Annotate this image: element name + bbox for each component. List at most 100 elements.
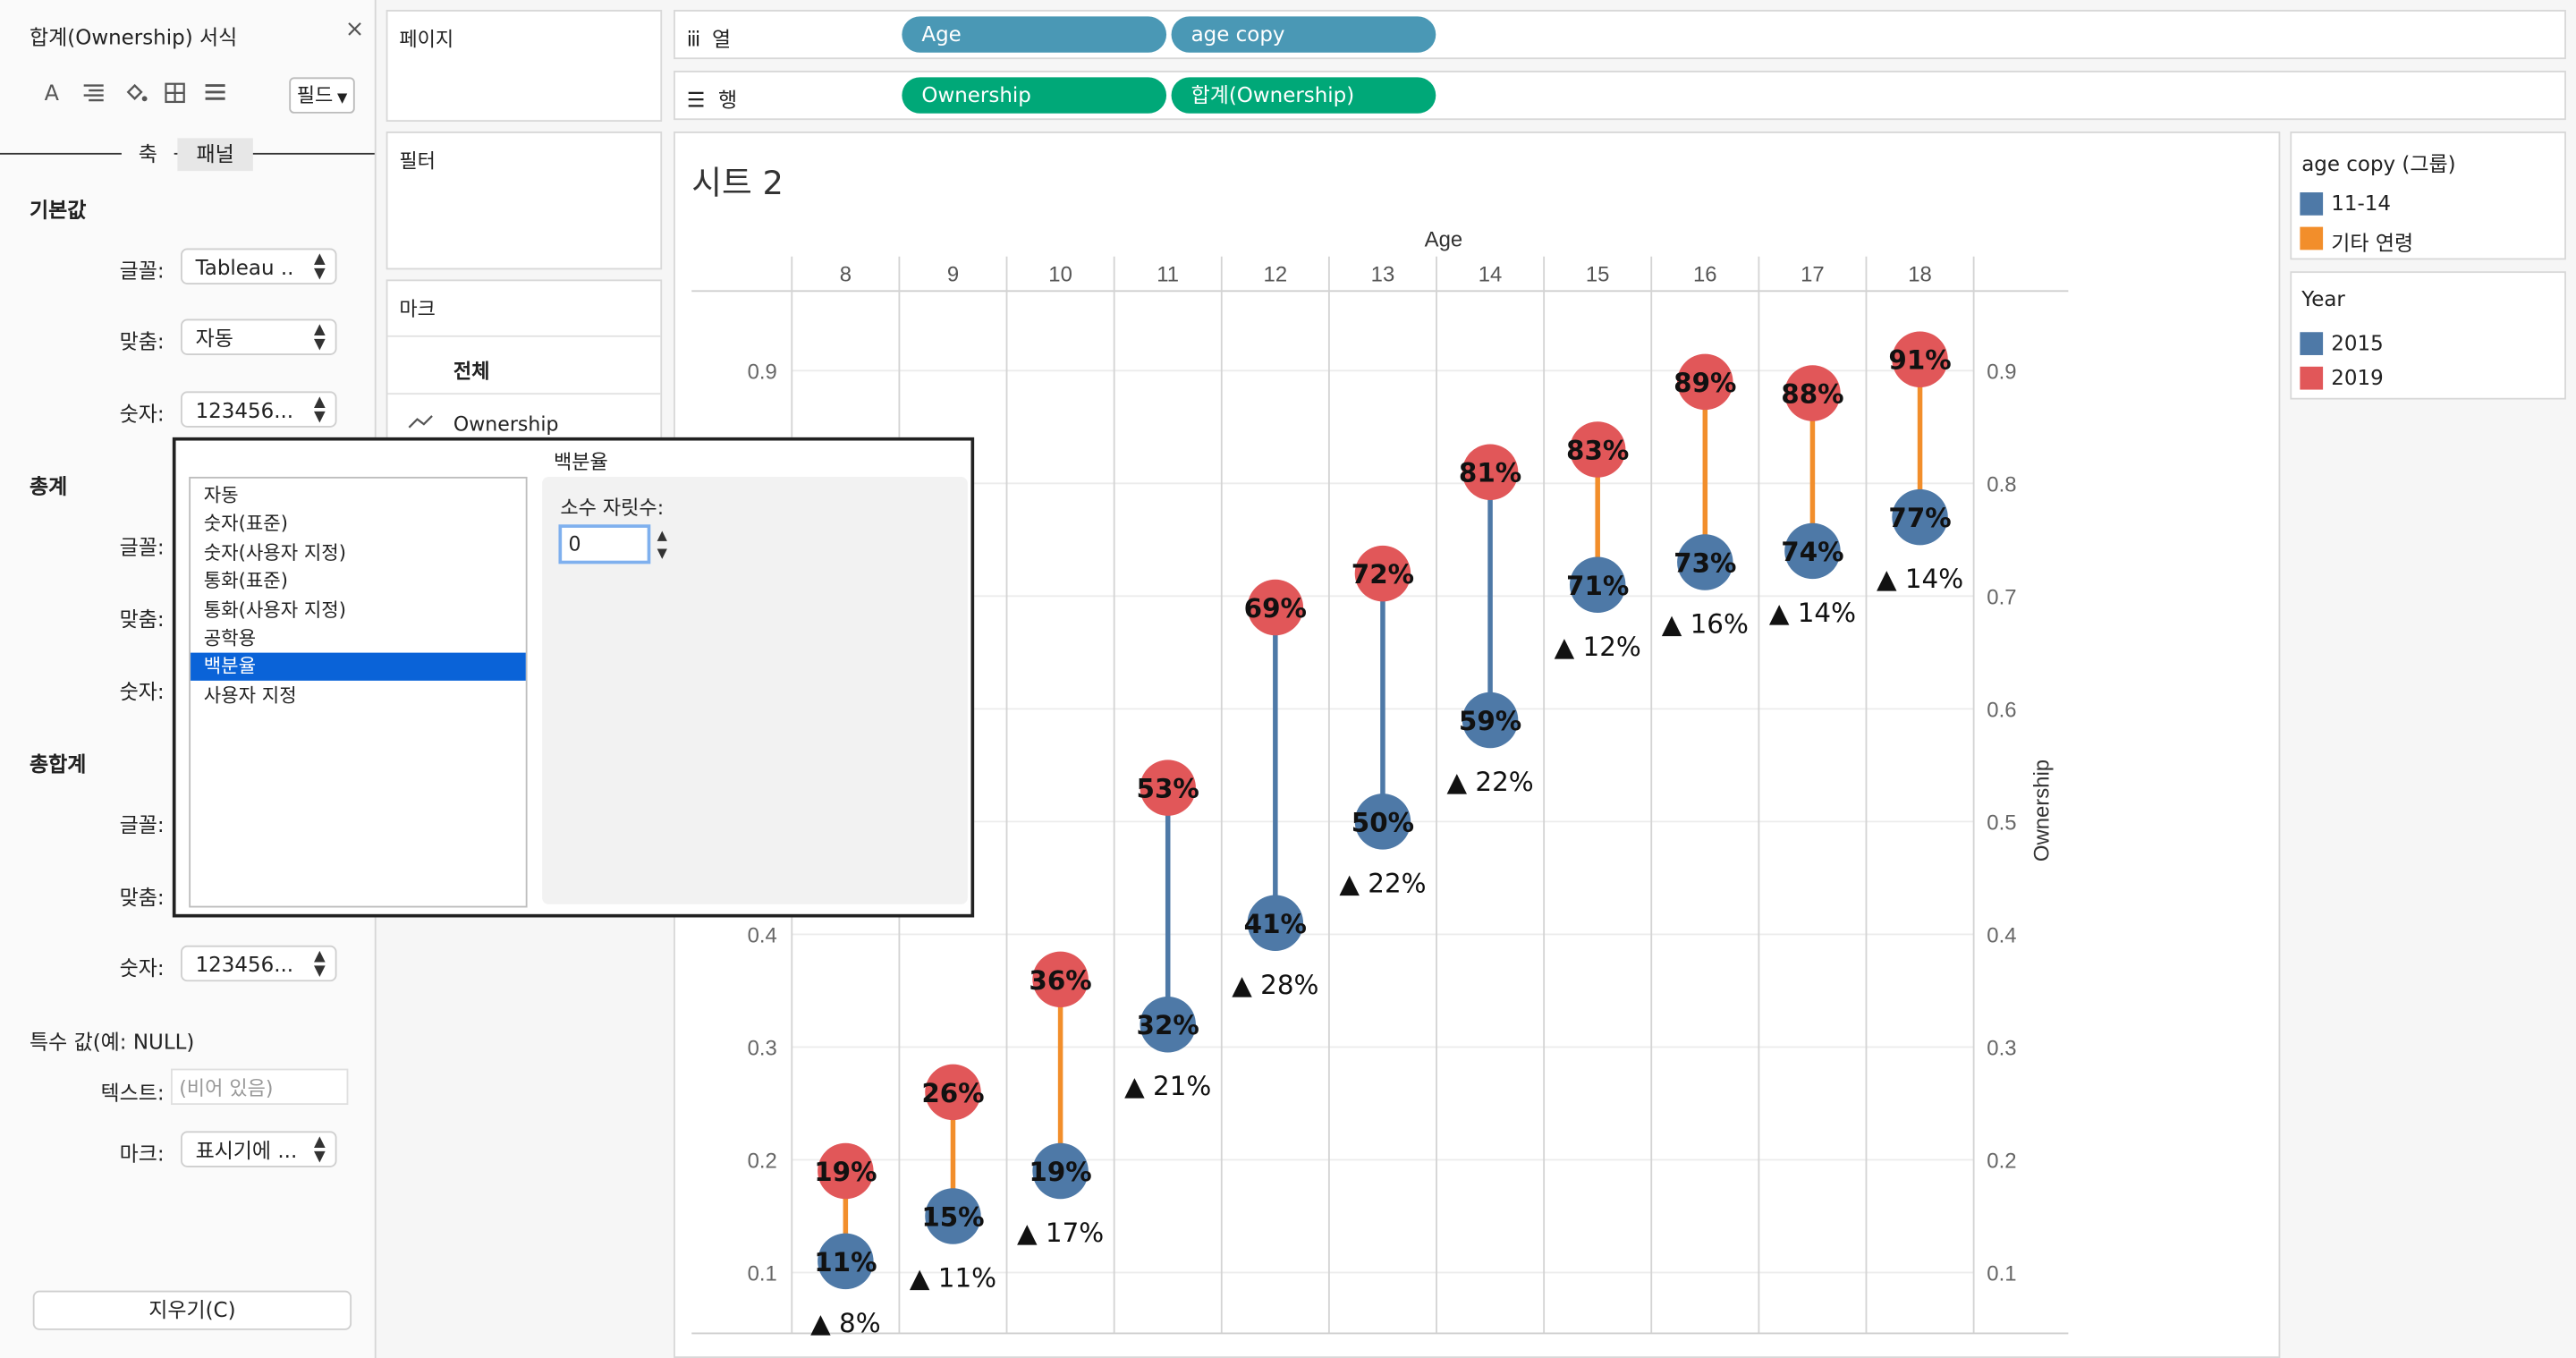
divider: [387, 393, 661, 395]
x-category-label: 16: [1693, 262, 1717, 286]
rows-shelf-label: ☰ 행: [687, 82, 737, 114]
filters-card[interactable]: 필터: [386, 132, 663, 270]
field-dropdown[interactable]: 필드 ▼: [289, 77, 355, 114]
align-label: 맞춤:: [119, 328, 165, 354]
dot-2019[interactable]: [1677, 353, 1733, 411]
x-category-label: 14: [1479, 262, 1503, 286]
format-option[interactable]: 숫자(표준): [203, 512, 288, 536]
format-option[interactable]: 사용자 지정: [203, 683, 297, 707]
font-format-icon[interactable]: A: [44, 81, 59, 107]
dot-2015[interactable]: [1462, 692, 1519, 749]
columns-label: 열: [711, 26, 732, 51]
y-tick-label-left: 0.4: [748, 924, 777, 948]
pill-ownership[interactable]: Ownership: [902, 77, 1167, 114]
x-category-label: 8: [840, 262, 852, 286]
dot-2019[interactable]: [1784, 365, 1841, 421]
dot-2015[interactable]: [1677, 534, 1733, 590]
dot-2019[interactable]: [1247, 579, 1304, 636]
dot-2015[interactable]: [925, 1188, 981, 1244]
special-text-input[interactable]: (비어 있음): [171, 1068, 349, 1106]
dot-2015[interactable]: [1354, 794, 1411, 850]
legend-label-11-14[interactable]: 11-14: [2331, 191, 2392, 216]
format-option[interactable]: 백분율: [191, 653, 526, 682]
dot-2019[interactable]: [1140, 760, 1196, 816]
chart-labels: 19% 11% ▲ 8% 26% 15% ▲ 11% 36% 19% ▲ 17% 53% 32% ▲ …: [810, 345, 1963, 1338]
section-special-values: 특수 값(예: NULL): [30, 1029, 195, 1055]
spin-down-icon[interactable]: ▼: [657, 546, 667, 561]
x-category-label: 12: [1264, 262, 1288, 286]
tab-pane[interactable]: 패널: [177, 138, 253, 172]
label-2019: 88%: [1781, 379, 1843, 410]
label-2019: 83%: [1566, 436, 1629, 466]
format-option[interactable]: 공학용: [203, 626, 257, 649]
legend-year[interactable]: Year 2015 2019: [2290, 271, 2566, 400]
legend-swatch-11-14[interactable]: [2300, 192, 2324, 216]
format-option[interactable]: 통화(사용자 지정): [203, 598, 346, 621]
marks-dropdown[interactable]: 표시기에 ... ▲ ▼: [181, 1131, 337, 1167]
grand-number-dropdown[interactable]: 123456... ▲ ▼: [181, 945, 337, 982]
align-format-icon[interactable]: [82, 82, 106, 108]
marks-label: 마크:: [119, 1141, 165, 1167]
pill-age[interactable]: Age: [902, 16, 1167, 53]
format-option[interactable]: 자동: [203, 483, 239, 507]
decimal-places-input[interactable]: 0: [558, 524, 651, 564]
label-2015: 50%: [1352, 807, 1414, 837]
format-option[interactable]: 숫자(사용자 지정): [203, 540, 346, 564]
legend-swatch-2015[interactable]: [2300, 332, 2324, 355]
dot-2019[interactable]: [1892, 331, 1948, 387]
popup-title: 백분율: [553, 450, 608, 474]
close-icon[interactable]: ×: [344, 16, 365, 43]
label-2015: 59%: [1459, 706, 1521, 736]
number-label: 숫자:: [119, 401, 165, 426]
divider: [387, 335, 661, 337]
dot-2015[interactable]: [1569, 556, 1626, 613]
x-category-label: 15: [1586, 262, 1610, 286]
dot-2015[interactable]: [1140, 996, 1196, 1053]
pill-age-copy[interactable]: age copy: [1171, 16, 1436, 53]
spin-up-icon[interactable]: ▲: [657, 527, 667, 543]
marks-ownership-tab[interactable]: Ownership: [453, 412, 559, 437]
dot-2015[interactable]: [1247, 895, 1304, 952]
marks-card: 마크 전체 Ownership: [386, 279, 663, 447]
dot-2019[interactable]: [1354, 545, 1411, 602]
legend-swatch-other-age[interactable]: [2300, 226, 2324, 250]
shading-format-icon[interactable]: [123, 82, 148, 110]
dot-2019[interactable]: [1462, 444, 1519, 500]
x-category-label: 17: [1801, 262, 1825, 286]
tab-axis[interactable]: 축: [121, 138, 174, 172]
align-dropdown[interactable]: 자동 ▲ ▼: [181, 318, 337, 355]
pill-sum-ownership[interactable]: 합계(Ownership): [1171, 77, 1436, 114]
dot-2015[interactable]: [1784, 522, 1841, 580]
dot-2015[interactable]: [1892, 488, 1948, 546]
format-options-panel: 소수 자릿수: 0 ▲ ▼: [542, 476, 968, 904]
number-dropdown[interactable]: 123456... ▲ ▼: [181, 391, 337, 428]
label-2015: 41%: [1244, 909, 1307, 939]
dot-2019[interactable]: [925, 1064, 981, 1121]
dot-2019[interactable]: [818, 1142, 874, 1200]
dot-2015[interactable]: [818, 1233, 874, 1290]
label-2015: 11%: [814, 1247, 877, 1277]
align-value: 자동: [195, 325, 233, 351]
clear-button[interactable]: 지우기(C): [32, 1290, 352, 1330]
dot-2015[interactable]: [1032, 1142, 1089, 1200]
totals-align-label: 맞춤:: [119, 607, 165, 632]
legend-label-other-age[interactable]: 기타 연령: [2331, 230, 2414, 255]
pages-card[interactable]: 페이지: [386, 10, 663, 122]
legend-swatch-2019[interactable]: [2300, 366, 2324, 390]
legend-label-2019[interactable]: 2019: [2331, 364, 2384, 390]
lines-format-icon[interactable]: [204, 82, 227, 108]
dot-2019[interactable]: [1032, 951, 1089, 1008]
legend-age-group[interactable]: age copy (그룹) 11-14 기타 연령: [2290, 132, 2566, 260]
format-option[interactable]: 통화(표준): [203, 569, 288, 592]
marks-title: 마크: [399, 297, 436, 321]
borders-format-icon[interactable]: [165, 82, 186, 110]
decimal-stepper[interactable]: ▲ ▼: [657, 526, 674, 562]
y-tick-label-right: 0.8: [1987, 473, 2016, 497]
marks-all-tab[interactable]: 전체: [453, 360, 490, 384]
font-dropdown[interactable]: Tableau .. ▲ ▼: [181, 248, 337, 284]
grand-number-value: 123456...: [195, 952, 294, 977]
dot-2019[interactable]: [1569, 421, 1626, 478]
legend-label-2015[interactable]: 2015: [2331, 330, 2384, 355]
y-tick-label-right: 0.9: [1987, 360, 2016, 384]
